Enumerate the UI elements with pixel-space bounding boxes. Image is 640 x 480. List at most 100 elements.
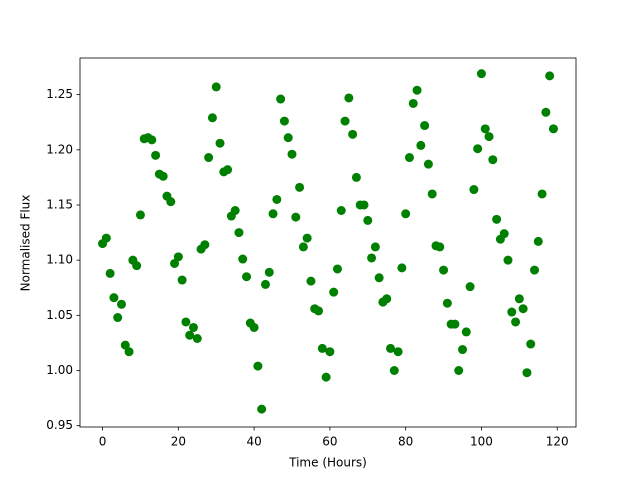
data-point <box>473 144 483 154</box>
data-point <box>393 347 403 357</box>
data-point <box>249 322 259 332</box>
data-point <box>207 113 217 123</box>
data-point <box>230 205 240 215</box>
data-point <box>548 124 558 134</box>
data-point <box>427 189 437 199</box>
data-point <box>344 93 354 103</box>
data-point <box>185 330 195 340</box>
data-point <box>135 210 145 220</box>
data-point <box>177 275 187 285</box>
data-point <box>329 287 339 297</box>
data-point <box>412 85 422 95</box>
y-tick-label: 1.25 <box>46 87 73 101</box>
data-point <box>492 214 502 224</box>
data-point <box>435 242 445 252</box>
data-point <box>325 347 335 357</box>
data-point <box>439 265 449 275</box>
data-point <box>109 293 119 303</box>
x-tick-label: 80 <box>398 435 413 449</box>
x-tick-label: 100 <box>470 435 493 449</box>
data-point <box>351 172 361 182</box>
data-point <box>336 205 346 215</box>
data-point <box>541 107 551 117</box>
data-point <box>389 366 399 376</box>
data-point <box>408 98 418 108</box>
data-point <box>314 306 324 316</box>
data-point <box>257 404 267 414</box>
data-point <box>223 165 233 175</box>
data-point <box>374 273 384 283</box>
data-point <box>173 252 183 262</box>
data-point <box>283 133 293 143</box>
data-point <box>401 209 411 219</box>
data-point <box>348 129 358 139</box>
y-tick-label: 0.95 <box>46 418 73 432</box>
data-point <box>420 121 430 131</box>
data-point <box>101 233 111 243</box>
data-point <box>302 233 312 243</box>
data-point <box>147 135 157 145</box>
data-point <box>416 140 426 150</box>
x-tick-label: 40 <box>246 435 261 449</box>
data-point <box>382 294 392 304</box>
x-tick-label: 60 <box>322 435 337 449</box>
data-point <box>264 267 274 277</box>
data-point <box>238 254 248 264</box>
data-point <box>514 294 524 304</box>
data-point <box>120 340 130 350</box>
x-tick-label: 0 <box>99 435 107 449</box>
data-point <box>306 276 316 286</box>
data-point <box>253 361 263 371</box>
data-point <box>511 317 521 327</box>
data-point <box>359 200 369 210</box>
data-point <box>317 343 327 353</box>
data-point <box>287 149 297 159</box>
data-point <box>272 194 282 204</box>
data-point <box>291 212 301 222</box>
data-point <box>442 298 452 308</box>
y-axis-label: Normalised Flux <box>19 195 33 292</box>
data-point <box>450 319 460 329</box>
data-point <box>188 322 198 332</box>
data-point <box>200 240 210 250</box>
data-point <box>192 334 202 344</box>
data-point <box>370 242 380 252</box>
data-point <box>242 272 252 282</box>
data-point <box>533 236 543 246</box>
data-point <box>170 258 180 268</box>
data-point <box>276 94 286 104</box>
data-point <box>321 372 331 382</box>
data-point <box>204 153 214 163</box>
data-point <box>530 265 540 275</box>
data-point <box>545 71 555 81</box>
plot-frame <box>79 57 577 428</box>
data-point <box>363 215 373 225</box>
data-point <box>423 159 433 169</box>
y-tick-label: 1.15 <box>46 197 73 211</box>
y-tick-label: 1.20 <box>46 142 73 156</box>
data-point <box>476 69 486 79</box>
x-tick-label: 120 <box>546 435 569 449</box>
y-tick-label: 1.00 <box>46 363 73 377</box>
data-point <box>116 299 126 309</box>
y-tick-label: 1.10 <box>46 253 73 267</box>
data-point <box>268 209 278 219</box>
x-axis-label: Time (Hours) <box>288 456 367 470</box>
data-point <box>465 282 475 292</box>
data-point <box>499 229 509 239</box>
data-point <box>105 268 115 278</box>
data-point <box>404 153 414 163</box>
data-point <box>260 279 270 289</box>
data-point <box>488 155 498 165</box>
y-tick-label: 1.05 <box>46 308 73 322</box>
data-point <box>298 242 308 252</box>
data-point <box>397 263 407 273</box>
x-tick-label: 20 <box>171 435 186 449</box>
data-point <box>518 304 528 314</box>
data-point <box>507 307 517 317</box>
data-point <box>340 116 350 126</box>
data-point <box>211 82 221 92</box>
data-point <box>234 228 244 238</box>
